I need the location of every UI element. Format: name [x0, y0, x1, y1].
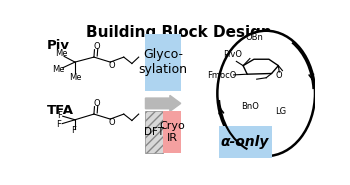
Text: OBn: OBn: [245, 33, 263, 42]
Bar: [163, 110, 181, 153]
FancyArrow shape: [146, 95, 181, 111]
Bar: [219, 126, 272, 157]
Text: Building Block Design: Building Block Design: [86, 25, 272, 40]
Text: F: F: [71, 126, 76, 135]
Text: O: O: [275, 71, 282, 80]
Text: O: O: [94, 99, 100, 108]
Text: O: O: [94, 42, 100, 51]
Text: Piv: Piv: [47, 39, 69, 52]
Text: FmocO: FmocO: [207, 71, 236, 80]
Text: α-only: α-only: [221, 135, 270, 149]
Text: F: F: [58, 111, 62, 120]
Text: O: O: [108, 118, 115, 127]
Bar: [146, 110, 163, 153]
Text: TFA: TFA: [47, 104, 74, 117]
Ellipse shape: [217, 31, 315, 156]
Text: Me: Me: [52, 65, 65, 74]
Text: F: F: [56, 120, 61, 129]
Bar: [146, 34, 181, 91]
Text: LG: LG: [275, 107, 287, 116]
Text: Cryo
IR: Cryo IR: [159, 121, 185, 143]
Text: O: O: [108, 61, 115, 70]
Text: BnO: BnO: [241, 102, 259, 111]
Text: PivO: PivO: [223, 50, 242, 59]
Text: Glyco-
sylation: Glyco- sylation: [139, 48, 188, 76]
Text: Me: Me: [55, 49, 68, 58]
Text: DFT: DFT: [144, 127, 164, 137]
Text: Me: Me: [69, 73, 81, 82]
